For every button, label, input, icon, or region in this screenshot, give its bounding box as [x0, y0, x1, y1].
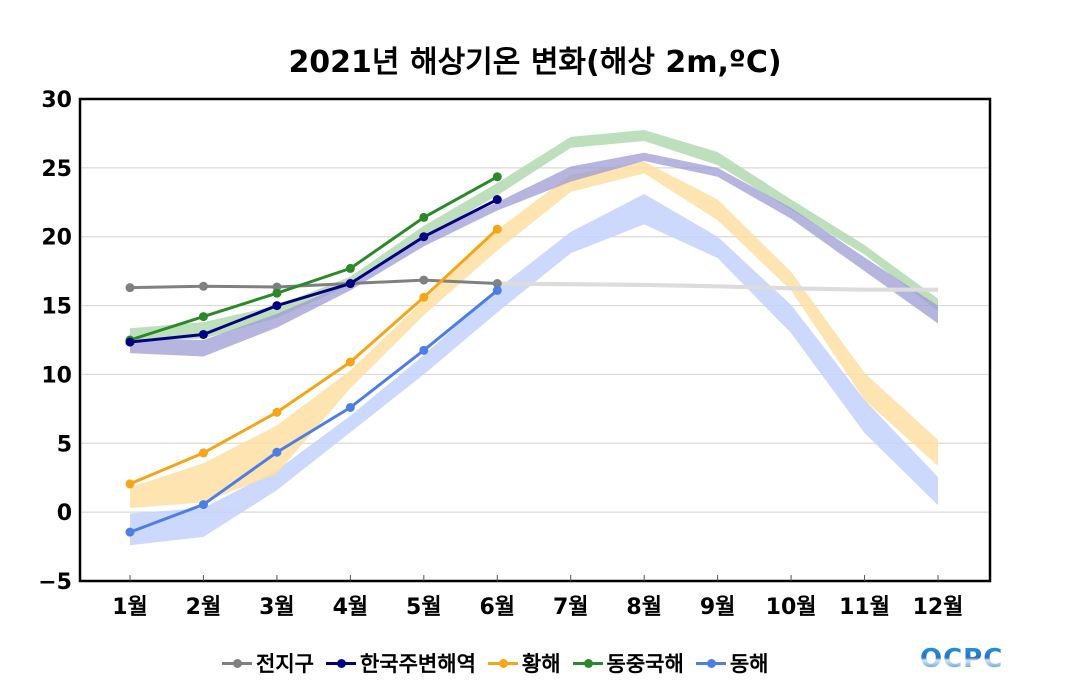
data-point: [492, 285, 502, 295]
legend-label: 동해: [729, 652, 769, 676]
data-point: [272, 301, 282, 311]
legend-label: 전지구: [256, 652, 314, 676]
x-axis: 1월 2월 3월 4월 5월 6월 7월 8월 9월 10월 11월 12월: [112, 575, 963, 620]
x-tick-label: 9월: [700, 595, 736, 620]
x-tick-label: 12월: [913, 595, 964, 620]
data-point: [272, 447, 282, 457]
legend-item-yellow-sea[interactable]: 황해: [487, 648, 561, 678]
band-2: [130, 161, 938, 509]
band-0: [497, 281, 938, 292]
legend-item-korea-seas[interactable]: 한국주변해역: [325, 648, 476, 678]
y-tick-label: 5: [57, 432, 72, 457]
data-point: [125, 479, 135, 489]
data-point: [125, 527, 135, 537]
data-point: [419, 212, 429, 222]
legend-marker-icon: [572, 655, 603, 671]
data-point: [198, 500, 208, 510]
legend-item-global[interactable]: 전지구: [222, 648, 314, 678]
legend-marker-icon: [487, 655, 518, 671]
data-point: [345, 357, 355, 367]
series-line-3: [129, 175, 498, 342]
x-tick-label: 7월: [553, 595, 589, 620]
y-axis: −5 0 5 10 15 20 25 30: [38, 88, 72, 595]
data-point: [198, 312, 208, 322]
data-point: [492, 172, 502, 182]
y-tick-label: 15: [41, 295, 72, 320]
data-point: [272, 282, 282, 292]
data-point: [345, 263, 355, 273]
y-tick-label: 10: [41, 363, 72, 388]
x-tick-label: 5월: [406, 595, 442, 620]
x-tick-label: 4월: [333, 595, 369, 620]
data-point: [419, 292, 429, 302]
data-point: [198, 329, 208, 339]
data-point: [198, 281, 208, 291]
band-1: [130, 152, 938, 357]
data-point: [492, 195, 502, 205]
y-tick-label: −5: [38, 570, 72, 595]
plot-frame: [78, 97, 992, 583]
series-line-4: [129, 289, 499, 534]
series-line-1: [129, 198, 498, 344]
legend-item-east-sea[interactable]: 동해: [695, 648, 769, 678]
x-tick-label: 8월: [626, 595, 662, 620]
chart-title: 2021년 해상기온 변화(해상 2m,ºC): [288, 45, 781, 80]
data-point: [492, 279, 502, 289]
data-point: [272, 288, 282, 298]
y-tick-label: 30: [41, 88, 72, 113]
y-tick-label: 20: [41, 226, 72, 251]
series-line-0: [129, 278, 498, 290]
x-tick-label: 3월: [259, 595, 295, 620]
data-point: [272, 407, 282, 417]
data-point: [345, 279, 355, 289]
uncertainty-bands: [130, 129, 938, 546]
band-4: [130, 194, 938, 546]
data-point: [492, 224, 502, 234]
x-tick-label: 2월: [186, 595, 222, 620]
legend-label: 동중국해: [606, 652, 684, 676]
legend: 전지구 한국주변해역 황해 동중국해 동해: [222, 648, 780, 678]
series-lines: [125, 172, 502, 537]
ocpc-logo: OCPC: [920, 644, 1004, 674]
data-point: [198, 448, 208, 458]
legend-marker-icon: [222, 655, 252, 671]
legend-item-east-china-sea[interactable]: 동중국해: [572, 648, 684, 678]
data-point: [125, 337, 135, 347]
x-tick-label: 6월: [479, 595, 515, 620]
legend-marker-icon: [695, 655, 726, 671]
data-point: [419, 232, 429, 242]
data-point: [419, 345, 429, 355]
x-tick-label: 1월: [112, 595, 148, 620]
data-point: [419, 275, 429, 285]
y-tick-label: 25: [41, 157, 72, 182]
series-line-2: [129, 228, 499, 486]
x-tick-label: 10월: [766, 595, 817, 620]
x-tick-label: 11월: [839, 595, 890, 620]
legend-label: 한국주변해역: [359, 652, 476, 676]
chart: 2021년 해상기온 변화(해상 2m,ºC) −5 0 5 10 15 20 25 30 1…: [38, 45, 992, 620]
legend-label: 황해: [521, 652, 561, 676]
y-tick-label: 0: [57, 501, 72, 526]
data-point: [345, 402, 355, 412]
data-point: [125, 283, 135, 293]
legend-marker-icon: [325, 655, 356, 671]
